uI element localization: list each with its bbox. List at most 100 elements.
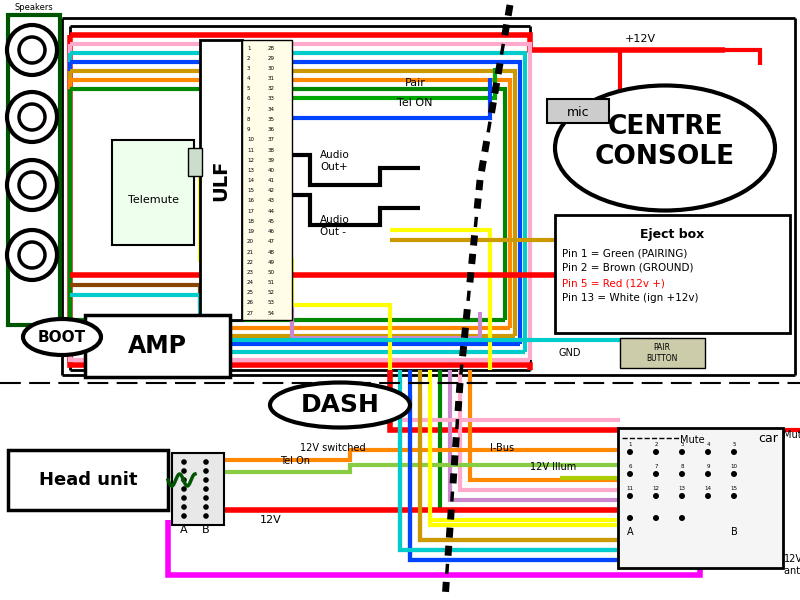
Bar [200,40,242,320]
Text: 40: 40 [268,168,275,173]
Circle shape [679,515,685,521]
Bar [172,453,224,525]
Text: 6: 6 [247,97,250,101]
Text: 33: 33 [268,97,275,101]
Text: Audio
Out+: Audio Out+ [320,150,350,172]
Text: 22: 22 [247,260,254,265]
Text: 25: 25 [247,290,254,295]
Text: 19: 19 [247,229,254,234]
Text: 34: 34 [268,107,275,112]
Text: 12: 12 [653,485,659,491]
Circle shape [19,104,45,130]
Text: 29: 29 [268,56,275,61]
Text: mic: mic [566,106,590,118]
Text: 14: 14 [247,178,254,183]
Text: 12V switched: 12V switched [300,443,366,453]
Text: Head unit: Head unit [38,471,138,489]
Text: 8: 8 [680,463,684,469]
Text: Mute: Mute [680,435,705,445]
Text: ULF: ULF [211,160,230,200]
Circle shape [203,504,209,510]
Text: 42: 42 [268,188,275,193]
Text: 48: 48 [268,250,275,254]
Circle shape [653,449,659,455]
Circle shape [181,459,187,465]
Text: 5: 5 [732,442,736,446]
Circle shape [627,515,633,521]
Text: 12V Illum: 12V Illum [530,462,576,472]
Text: A: A [180,525,188,535]
Text: 43: 43 [268,199,275,203]
Circle shape [653,493,659,499]
Circle shape [627,493,633,499]
Text: 2: 2 [247,56,250,61]
Text: 13: 13 [678,485,686,491]
Text: 27: 27 [247,311,254,316]
Text: CENTRE
CONSOLE: CENTRE CONSOLE [595,114,735,170]
Ellipse shape [555,85,775,211]
Circle shape [679,471,685,477]
Text: 4: 4 [247,76,250,81]
Circle shape [679,449,685,455]
Text: B: B [202,525,210,535]
Circle shape [19,172,45,198]
Text: 9: 9 [706,463,710,469]
Text: 16: 16 [247,199,254,203]
Text: DASH: DASH [301,393,379,417]
Text: 49: 49 [268,260,275,265]
Text: 12: 12 [247,158,254,163]
Text: Tel On: Tel On [280,456,310,466]
Circle shape [7,230,57,280]
Circle shape [181,468,187,474]
Text: 38: 38 [268,148,275,152]
Circle shape [19,37,45,63]
Text: 12V
ant out: 12V ant out [784,554,800,576]
Circle shape [203,477,209,483]
Text: 30: 30 [268,66,275,71]
Bar [620,338,705,368]
Text: 53: 53 [268,301,275,305]
Circle shape [203,468,209,474]
Text: 15: 15 [730,485,738,491]
Text: B: B [730,527,738,537]
Circle shape [731,493,737,499]
Text: 1: 1 [247,46,250,50]
Text: 39: 39 [268,158,275,163]
Bar [85,315,230,377]
Circle shape [181,495,187,501]
Circle shape [653,515,659,521]
Text: 32: 32 [268,86,275,91]
Circle shape [203,486,209,492]
Text: 9: 9 [247,127,250,132]
Text: Tel ON: Tel ON [398,98,433,108]
Text: Telemute: Telemute [127,195,178,205]
Circle shape [203,495,209,501]
Text: 2: 2 [654,442,658,446]
Text: 3: 3 [680,442,684,446]
Bar [618,428,783,568]
Text: Pin 1 = Green (PAIRING): Pin 1 = Green (PAIRING) [562,248,687,258]
Circle shape [731,471,737,477]
Text: 15: 15 [247,188,254,193]
Text: 6: 6 [628,463,632,469]
Text: Mute: Mute [783,430,800,440]
Bar [188,148,202,176]
Text: AMP: AMP [127,334,186,358]
Text: 35: 35 [268,117,275,122]
Text: 51: 51 [268,280,275,285]
Text: Pin 2 = Brown (GROUND): Pin 2 = Brown (GROUND) [562,263,694,273]
Text: Audio
Out -: Audio Out - [320,215,350,236]
Text: 11: 11 [626,485,634,491]
Circle shape [203,513,209,519]
Circle shape [705,493,711,499]
FancyBboxPatch shape [547,99,609,123]
Text: 14: 14 [705,485,711,491]
Text: 20: 20 [247,239,254,244]
Circle shape [627,471,633,477]
Text: 44: 44 [268,209,275,214]
Circle shape [705,449,711,455]
Text: 50: 50 [268,270,275,275]
Text: 11: 11 [247,148,254,152]
Text: 45: 45 [268,219,275,224]
Text: 8: 8 [247,117,250,122]
